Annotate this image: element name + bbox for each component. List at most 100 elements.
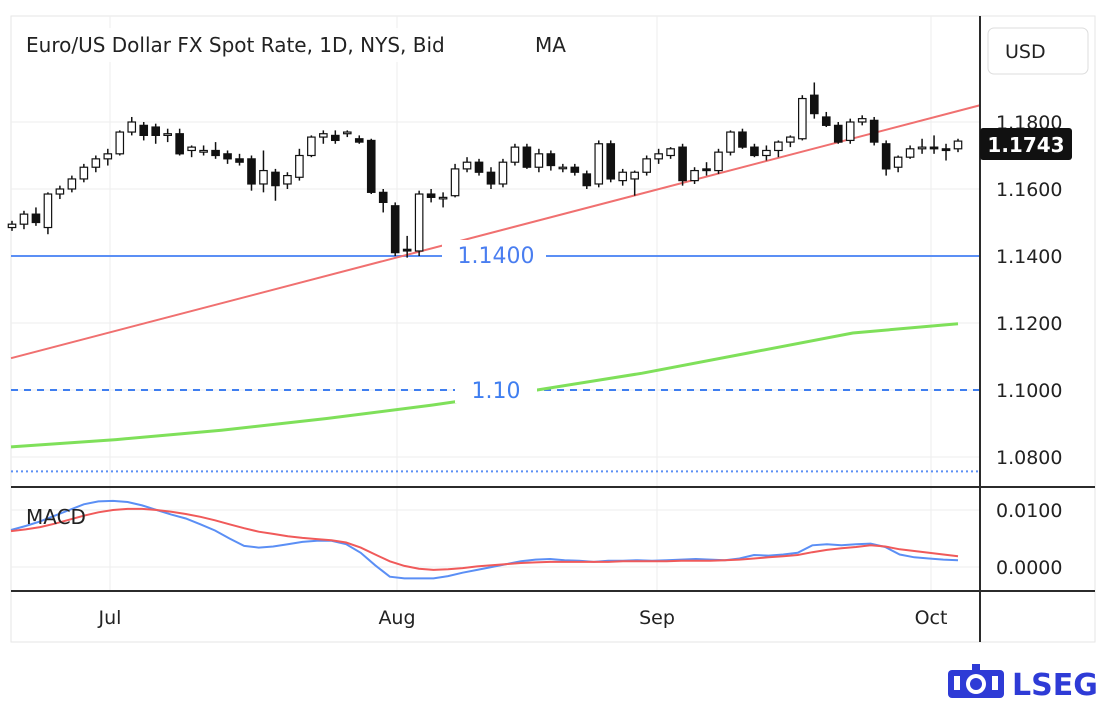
label-bg-1140 [442,240,546,268]
candle [738,128,747,149]
candle-up [342,131,352,135]
candle [809,82,819,119]
candle [295,148,304,181]
candle [127,116,137,136]
candle-down [821,116,831,126]
candle [319,130,328,144]
candle [354,135,364,144]
candle-up [845,121,855,142]
candle [833,122,843,144]
candle-down [582,173,592,187]
date-tick: Aug [378,607,415,629]
candle [678,143,687,186]
candle [941,143,951,161]
currency-button-label[interactable]: USD [1005,41,1046,63]
indicator-label[interactable]: MA [535,33,566,57]
candle [606,140,616,183]
candle [881,140,891,176]
candle-down [929,146,939,150]
candle [618,168,628,186]
price-tick: 1.0800 [996,447,1062,469]
candle-up [893,156,903,168]
macd-tick: 0.0100 [996,500,1062,522]
candle [690,167,699,184]
candle-up [726,131,735,153]
candle-up [953,140,963,150]
candle [402,235,412,258]
candle [450,163,460,198]
candle [91,155,101,173]
candle-up [163,133,172,137]
label-bg-110 [455,375,537,403]
macd-line [10,499,959,580]
candle [798,95,807,141]
candle [726,130,735,156]
candle [342,130,352,138]
candle [582,170,592,189]
candle [426,189,436,203]
lseg-wordmark: LSEG [1012,668,1098,703]
macd-axis-ticks: 0.0100 0.0000 [996,500,1062,579]
candle-up [127,121,137,133]
candle-down [247,158,256,185]
candle [187,145,196,158]
candle [223,150,232,164]
candle-up [187,146,196,152]
candle [821,111,831,128]
candle [558,163,568,173]
candle [307,135,316,158]
macd-title: MACD [26,505,86,529]
candle-up [43,193,53,229]
signal-line [10,507,959,571]
candle [474,158,484,176]
candle-down [211,149,220,157]
last-price-label: 1.1743 [987,133,1064,157]
candle [953,138,963,153]
candle [702,162,711,176]
candle [438,192,448,208]
candle-up [558,166,568,170]
candle-down [738,131,747,148]
price-tick: 1.1200 [996,313,1062,335]
candle [378,189,388,213]
candle-up [857,118,867,123]
candle-up [618,171,628,182]
candle [929,135,939,154]
candles [7,82,963,258]
candle [19,210,29,230]
candle-down [175,133,184,155]
candle-down [354,138,364,143]
chart-frame [10,15,1096,643]
candle-up [67,178,77,190]
candle-down [151,126,161,137]
candle [917,138,927,154]
candle [486,167,496,189]
candle-down [570,166,580,173]
currency-button[interactable] [987,27,1089,75]
candle-up [666,148,675,157]
lseg-crest-icon [948,664,1004,698]
candle-up [917,146,927,150]
candle-down [833,124,843,143]
chart-title: Euro/US Dollar FX Spot Rate, 1D, NYS, Bi… [26,33,445,57]
candle-down [606,143,616,180]
candle-down [869,119,879,143]
candle-down [941,148,951,152]
candle [331,130,340,144]
hline-label-1140: 1.1400 [458,244,535,269]
candle-down [390,205,400,254]
candle [546,150,556,171]
candle-up [450,168,460,197]
candle [510,143,520,166]
candle-down [223,153,232,160]
candle-down [702,168,711,172]
candle-up [690,169,699,182]
candle-up [91,158,101,168]
candle [893,155,903,173]
candle-down [881,143,891,170]
price-tick: 1.1400 [996,246,1062,268]
hline-label-110: 1.10 [472,379,521,404]
candle-down [366,139,376,193]
candle [594,140,604,188]
